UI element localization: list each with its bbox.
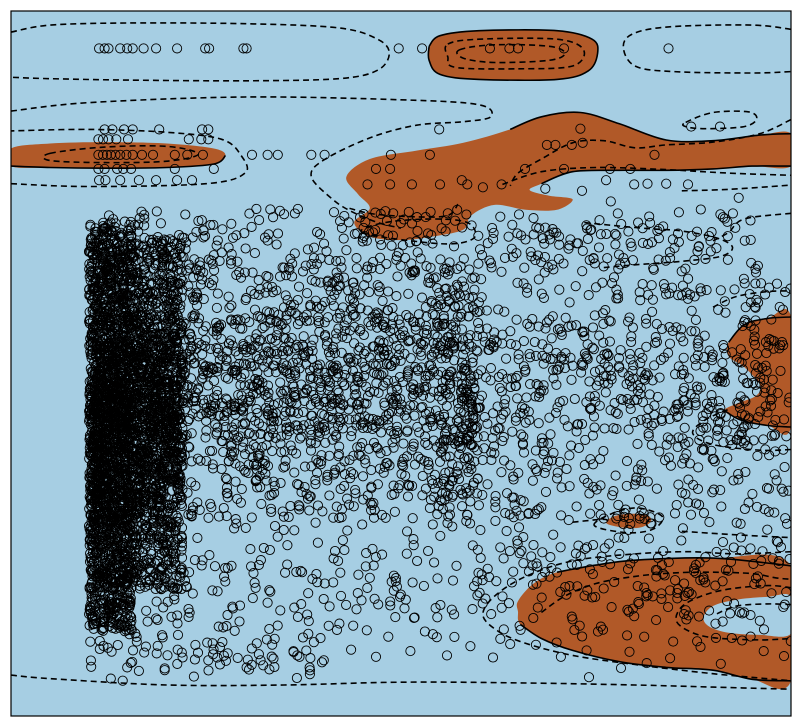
- data-point: [120, 330, 131, 341]
- data-point: [92, 258, 103, 269]
- data-point: [85, 219, 96, 230]
- data-point: [91, 340, 103, 351]
- data-point: [84, 264, 95, 275]
- data-point: [94, 351, 105, 362]
- dashed-contour-5: [11, 128, 249, 188]
- dashed-contour-23: [716, 603, 791, 615]
- data-point: [97, 252, 108, 263]
- data-point: [108, 609, 119, 620]
- dashed-contour-12: [584, 221, 734, 269]
- decision-boundary-3: [509, 111, 791, 143]
- data-point: [85, 582, 97, 593]
- decision-regions: [11, 29, 791, 690]
- data-point: [84, 314, 95, 326]
- data-point: [98, 547, 109, 558]
- data-point: [98, 603, 109, 614]
- dashed-contour-7: [682, 110, 758, 130]
- data-point: [91, 548, 102, 559]
- decision-boundary-0: [427, 29, 599, 82]
- dashed-contour-10: [681, 184, 791, 192]
- data-point: [85, 340, 96, 351]
- data-point: [90, 610, 101, 622]
- decision-boundary-6: [727, 316, 791, 343]
- data-point: [101, 451, 112, 462]
- data-point: [86, 553, 97, 564]
- data-points: [83, 43, 791, 686]
- data-point: [86, 588, 97, 599]
- dashed-contour-9: [502, 166, 791, 186]
- data-point: [109, 457, 120, 468]
- data-point: [114, 622, 125, 633]
- decision-boundary-7: [724, 410, 791, 428]
- data-point: [117, 262, 129, 274]
- data-point: [97, 247, 108, 258]
- contour-lines: [11, 22, 791, 690]
- data-point: [117, 317, 128, 328]
- data-point: [84, 432, 96, 443]
- data-point: [88, 582, 99, 593]
- data-point: [90, 385, 101, 396]
- decision-boundary-1: [11, 154, 227, 170]
- data-point: [113, 325, 124, 336]
- data-point: [105, 335, 116, 346]
- region-bottom-right-band: [516, 554, 791, 690]
- data-point: [117, 514, 128, 525]
- data-point: [87, 528, 99, 540]
- data-point: [93, 364, 104, 375]
- dashed-contour-8: [509, 118, 791, 187]
- dashed-contour-2: [456, 43, 566, 64]
- data-point: [84, 258, 95, 269]
- dashed-contour-11: [712, 212, 791, 242]
- data-point: [84, 416, 95, 427]
- dashed-contour-4: [11, 96, 493, 229]
- dashed-contour-6: [42, 144, 200, 164]
- data-point: [105, 224, 116, 235]
- data-point: [107, 522, 118, 533]
- dashed-contour-24: [11, 674, 791, 690]
- dashed-contour-19: [681, 530, 791, 539]
- data-point: [85, 240, 96, 251]
- data-point: [125, 593, 136, 604]
- data-point: [98, 333, 109, 345]
- dashed-contour-21: [540, 571, 791, 614]
- data-point: [89, 460, 100, 471]
- dashed-contour-15: [712, 290, 791, 308]
- data-point: [124, 600, 135, 611]
- decision-boundary-5: [556, 557, 791, 573]
- dashed-contour-3: [622, 24, 791, 74]
- data-point: [88, 618, 99, 629]
- data-point: [87, 418, 98, 429]
- data-point: [84, 609, 95, 620]
- dashed-contour-0: [11, 22, 391, 82]
- dashed-contour-17: [593, 507, 664, 534]
- data-point: [98, 217, 109, 228]
- region-top-center-blob: [427, 29, 598, 81]
- data-point: [117, 287, 128, 298]
- dashed-contour-1: [444, 37, 586, 70]
- data-point: [100, 222, 111, 233]
- decision-boundary-2: [541, 165, 791, 185]
- data-point: [89, 320, 100, 332]
- data-point: [90, 272, 101, 283]
